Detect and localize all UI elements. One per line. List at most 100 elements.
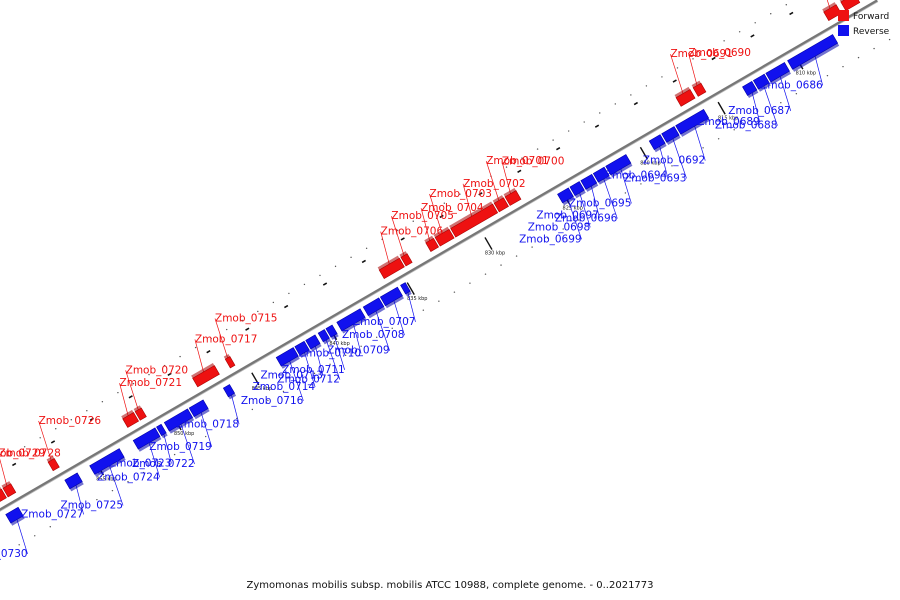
gene-zmob_0698[interactable] — [569, 181, 586, 199]
gene-zmob_0696[interactable] — [592, 166, 611, 185]
gene-zmob_0693[interactable] — [661, 126, 681, 145]
guide-dot-upper — [360, 345, 362, 348]
tick-label: 820 kbp — [640, 161, 660, 167]
leader-line — [125, 370, 139, 410]
guide-dot-upper — [531, 246, 533, 248]
gene-body[interactable] — [450, 203, 499, 238]
guide-dot-upper — [795, 93, 798, 95]
gene-label-zmob_0728: Zmob_0728 — [0, 448, 61, 460]
gene-shade — [69, 481, 84, 492]
guide-dot-lower — [39, 437, 41, 439]
gene-body[interactable] — [434, 228, 455, 247]
gene-zmob_0697[interactable] — [580, 173, 599, 192]
gene-zmob_0728[interactable] — [1, 481, 17, 498]
gene-shade — [610, 163, 633, 178]
guide-dot-upper — [220, 426, 222, 429]
gene-shade — [822, 2, 837, 12]
gene-shade — [1, 481, 11, 489]
leader-line — [485, 160, 500, 201]
guide-dot-upper — [267, 399, 269, 402]
gene-body[interactable] — [504, 190, 522, 206]
guide-dot-upper — [298, 381, 300, 384]
gene-zmob_0707[interactable] — [400, 282, 412, 297]
gene-zmob_0712[interactable] — [317, 329, 331, 345]
gene-zmob_0692[interactable] — [675, 108, 711, 137]
gene-zmob_0701[interactable] — [492, 195, 509, 213]
gene-zmob_0717[interactable] — [191, 362, 220, 388]
guide-dot-upper — [702, 147, 704, 149]
feature-dash — [400, 237, 405, 241]
guide-dot-upper — [655, 174, 658, 176]
feature-dash — [361, 259, 366, 264]
gene-layer — [0, 0, 861, 526]
gene-zmob_0719[interactable] — [188, 399, 210, 420]
leader-line — [779, 76, 792, 112]
gene-label-zmob_0702: Zmob_0702 — [463, 178, 525, 190]
gene-shade — [330, 333, 339, 340]
gene-zmob_0694[interactable] — [648, 134, 667, 153]
gene-zmob_0708[interactable] — [379, 286, 404, 309]
gene-zmob_0714[interactable] — [294, 340, 311, 358]
gene-zmob_0703[interactable] — [433, 226, 455, 247]
gene-shade — [674, 86, 691, 98]
gene-body[interactable] — [224, 356, 236, 369]
guide-dot-upper — [624, 192, 627, 194]
gene-zmob_0691[interactable] — [674, 86, 696, 107]
gene-zmob_0686[interactable] — [787, 34, 840, 72]
guide-dot-upper — [65, 517, 67, 519]
gene-zmob_0722[interactable] — [163, 408, 195, 434]
gene-zmob_0718[interactable] — [222, 384, 237, 400]
gene-zmob_0729[interactable] — [0, 486, 7, 505]
gene-zmob_0724[interactable] — [132, 427, 162, 452]
gene-zmob_0713[interactable] — [305, 334, 322, 352]
gene-shade — [281, 356, 300, 369]
gene-body[interactable] — [840, 0, 861, 12]
guide-dot-upper — [671, 165, 673, 167]
gene-zmob_0709[interactable] — [362, 297, 386, 319]
leader-line — [462, 183, 472, 217]
gene-zmob_0716[interactable] — [275, 347, 300, 369]
guide-dot-lower — [723, 40, 725, 42]
gene-label-zmob_0688: Zmob_0688 — [715, 120, 777, 132]
feature-dash — [89, 417, 94, 422]
gene-zmob_0687[interactable] — [765, 62, 791, 85]
gene-label-zmob_0693: Zmob_0693 — [624, 172, 686, 184]
gene-zmob_0725[interactable] — [89, 448, 126, 477]
gene-label-zmob_0699: Zmob_0699 — [519, 233, 581, 245]
gene-zmob_0695[interactable] — [605, 154, 633, 178]
gene-zmob_0727[interactable] — [64, 472, 84, 492]
gene-shade — [405, 291, 412, 297]
guide-dot-upper — [484, 273, 487, 275]
gene-zmob_0684[interactable] — [839, 0, 861, 12]
gene-body[interactable] — [493, 197, 509, 213]
gene-zmob_0711[interactable] — [325, 324, 339, 340]
gene-label-zmob_0691: Zmob_0691 — [670, 48, 732, 60]
gene-zmob_0730[interactable] — [5, 506, 25, 526]
guide-dot-upper — [453, 291, 456, 293]
gene-zmob_0726[interactable] — [46, 455, 60, 472]
gene-zmob_0715[interactable] — [223, 353, 236, 369]
leader-line — [688, 52, 698, 86]
gene-zmob_0704[interactable] — [424, 235, 439, 252]
gene-zmob_0705[interactable] — [399, 251, 413, 267]
gene-zmob_0720[interactable] — [133, 405, 147, 421]
gene-shade — [169, 417, 195, 434]
gene-zmob_0690[interactable] — [691, 80, 707, 97]
gene-zmob_0721[interactable] — [121, 409, 140, 428]
gene-zmob_0706[interactable] — [377, 255, 405, 280]
gene-zmob_0688[interactable] — [752, 73, 771, 92]
gene-shade — [680, 118, 711, 137]
gene-zmob_0699[interactable] — [557, 187, 575, 206]
gene-zmob_0710[interactable] — [336, 308, 367, 334]
gene-zmob_0702[interactable] — [449, 201, 499, 238]
gene-zmob_0700[interactable] — [503, 187, 522, 206]
gene-body[interactable] — [192, 365, 220, 388]
gene-shade — [323, 338, 331, 345]
guide-dot-upper — [780, 102, 782, 104]
gene-zmob_0723[interactable] — [156, 423, 168, 439]
genome-axis-layer — [0, 0, 891, 546]
guide-dot-lower — [272, 301, 275, 304]
gene-body[interactable] — [0, 488, 7, 505]
gene-body[interactable] — [122, 412, 140, 428]
gene-zmob_0689[interactable] — [742, 80, 759, 99]
